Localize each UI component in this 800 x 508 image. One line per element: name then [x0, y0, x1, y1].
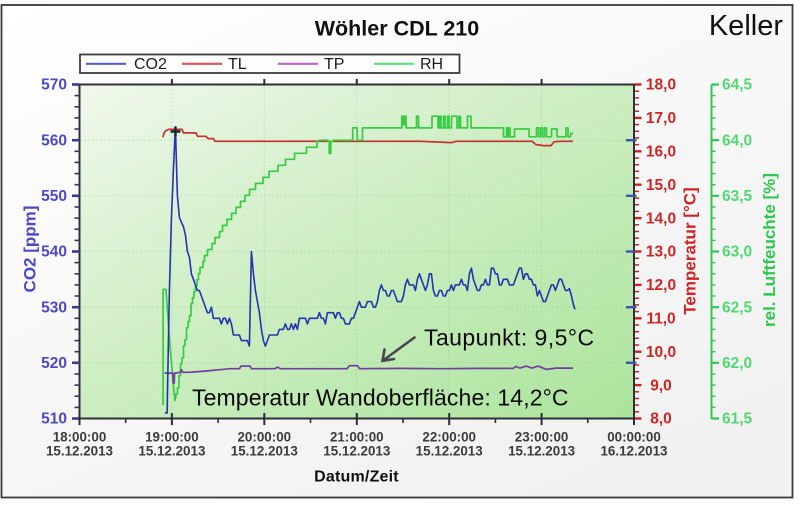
- svg-text:TP: TP: [324, 56, 344, 73]
- svg-text:19:00:00: 19:00:00: [145, 430, 199, 445]
- svg-text:560: 560: [41, 132, 67, 149]
- svg-text:63,0: 63,0: [722, 244, 752, 261]
- svg-text:RH: RH: [420, 56, 443, 73]
- svg-text:15.12.2013: 15.12.2013: [508, 444, 575, 459]
- svg-text:Temperatur Wandoberfläche: 14,: Temperatur Wandoberfläche: 14,2°C: [192, 385, 569, 411]
- svg-text:17,0: 17,0: [646, 110, 676, 127]
- svg-text:13,0: 13,0: [646, 244, 676, 261]
- svg-text:11,0: 11,0: [646, 311, 675, 328]
- svg-text:Temperatur [°C]: Temperatur [°C]: [681, 187, 700, 314]
- svg-text:62,5: 62,5: [722, 299, 753, 316]
- svg-text:Taupunkt: 9,5°C: Taupunkt: 9,5°C: [424, 325, 595, 351]
- svg-text:15,0: 15,0: [646, 177, 676, 194]
- svg-text:22:00:00: 22:00:00: [422, 430, 476, 445]
- svg-text:Datum/Zeit: Datum/Zeit: [314, 469, 399, 486]
- svg-text:15.12.2013: 15.12.2013: [416, 444, 483, 459]
- svg-text:570: 570: [41, 77, 67, 94]
- svg-text:10,0: 10,0: [646, 344, 676, 361]
- svg-text:rel. Luftfeuchte [%]: rel. Luftfeuchte [%]: [760, 173, 779, 327]
- svg-text:14,0: 14,0: [646, 210, 676, 227]
- svg-text:8,0: 8,0: [650, 411, 672, 428]
- svg-text:520: 520: [41, 355, 67, 372]
- svg-text:64,0: 64,0: [722, 132, 752, 149]
- svg-text:00:00:00: 00:00:00: [607, 430, 661, 445]
- svg-text:23:00:00: 23:00:00: [515, 430, 569, 445]
- svg-text:64,5: 64,5: [722, 77, 753, 94]
- svg-text:61,5: 61,5: [722, 411, 753, 428]
- svg-text:550: 550: [41, 188, 67, 205]
- svg-text:540: 540: [41, 244, 67, 261]
- svg-text:18:00:00: 18:00:00: [53, 430, 107, 445]
- svg-text:12,0: 12,0: [646, 277, 676, 294]
- svg-text:CO2 [ppm]: CO2 [ppm]: [21, 206, 40, 293]
- svg-text:18,0: 18,0: [646, 77, 676, 94]
- svg-text:15.12.2013: 15.12.2013: [231, 444, 298, 459]
- svg-text:530: 530: [41, 299, 67, 316]
- svg-text:63,5: 63,5: [722, 188, 753, 205]
- svg-text:21:00:00: 21:00:00: [330, 430, 384, 445]
- svg-text:Keller: Keller: [709, 10, 783, 42]
- svg-text:15.12.2013: 15.12.2013: [323, 444, 390, 459]
- svg-text:16.12.2013: 16.12.2013: [600, 444, 667, 459]
- svg-text:15.12.2013: 15.12.2013: [138, 444, 205, 459]
- svg-text:62,0: 62,0: [722, 355, 752, 372]
- svg-text:TL: TL: [228, 56, 247, 73]
- svg-text:15.12.2013: 15.12.2013: [46, 444, 113, 459]
- svg-text:16,0: 16,0: [646, 144, 676, 161]
- svg-text:20:00:00: 20:00:00: [237, 430, 291, 445]
- svg-text:Wöhler CDL 210: Wöhler CDL 210: [315, 17, 480, 41]
- svg-text:510: 510: [41, 411, 67, 428]
- svg-text:9,0: 9,0: [650, 377, 672, 394]
- svg-text:CO2: CO2: [134, 56, 167, 73]
